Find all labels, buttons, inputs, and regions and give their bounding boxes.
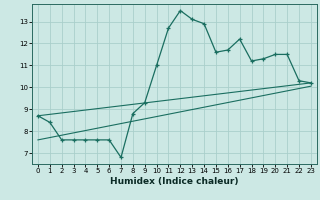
X-axis label: Humidex (Indice chaleur): Humidex (Indice chaleur) <box>110 177 239 186</box>
